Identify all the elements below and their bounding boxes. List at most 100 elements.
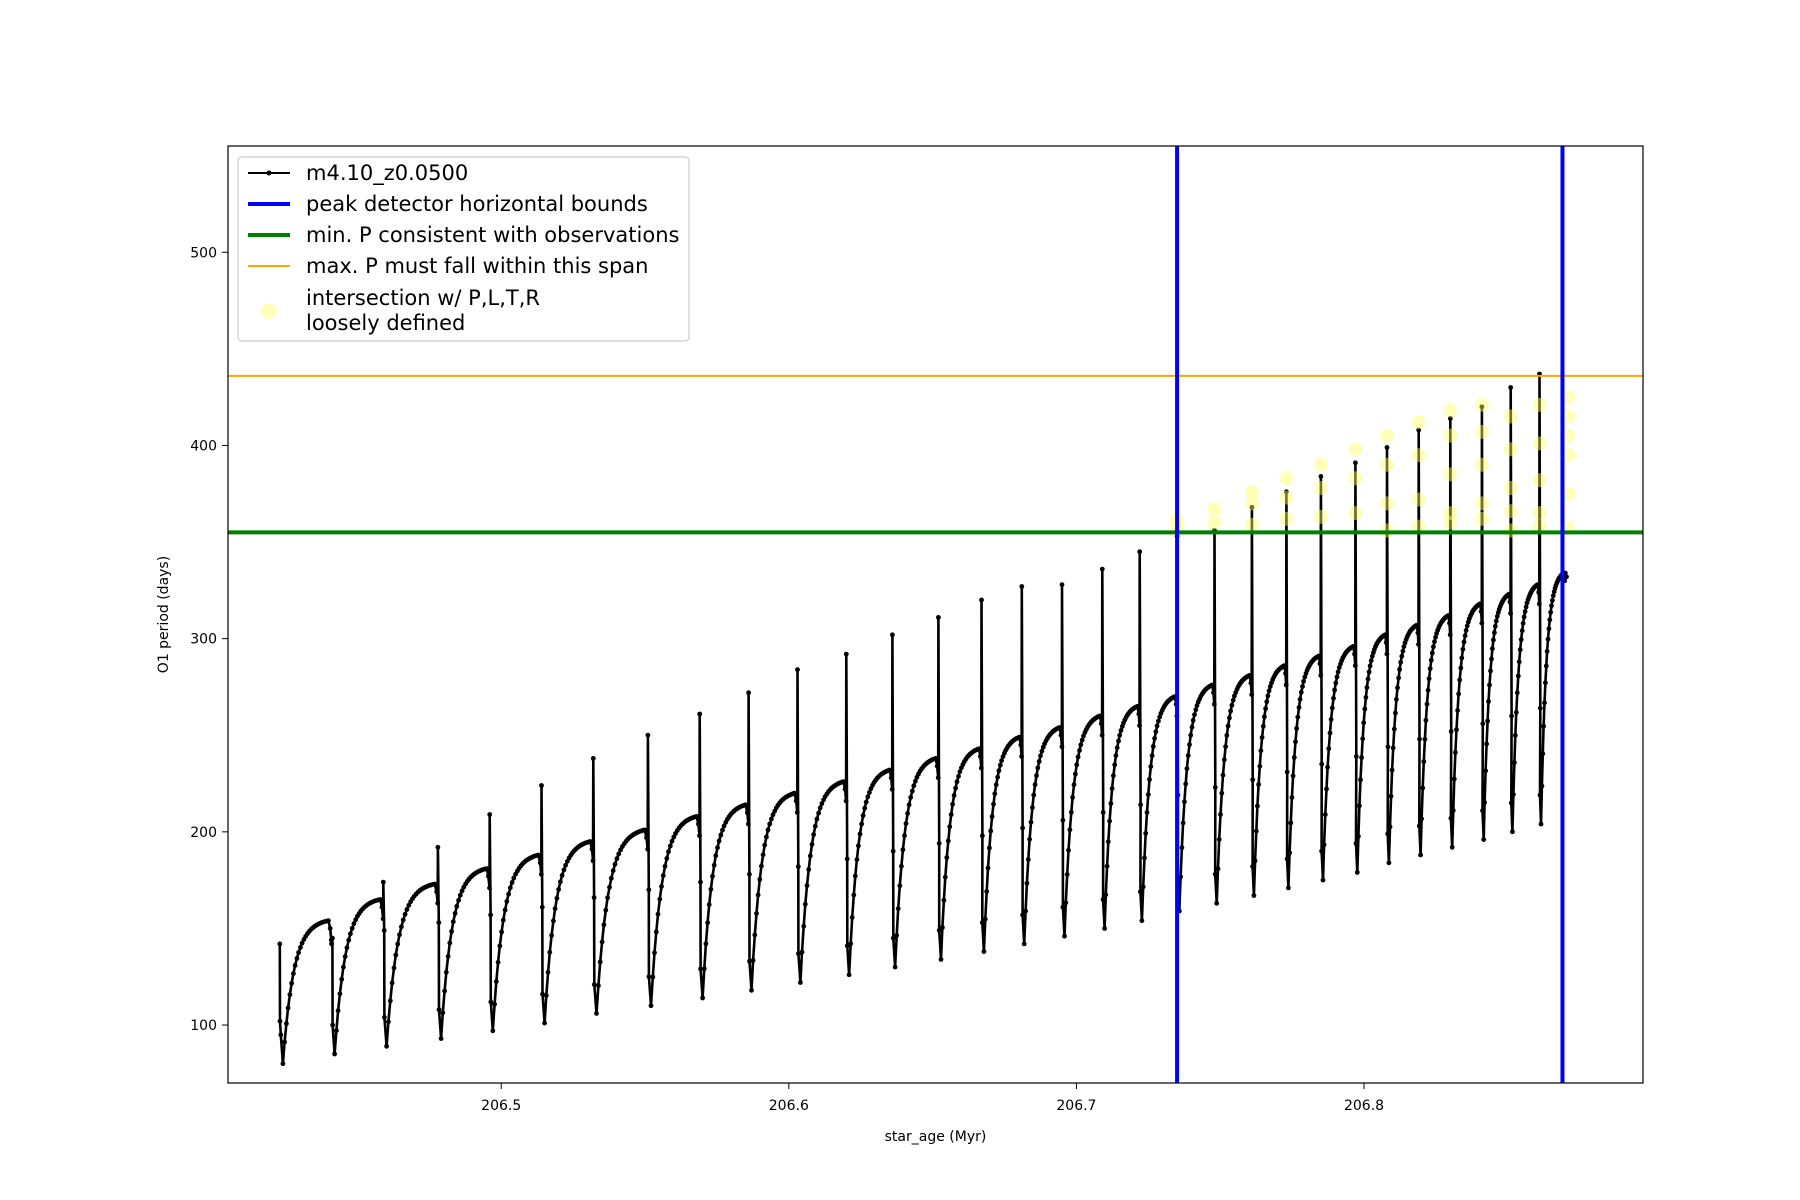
series-point — [844, 856, 850, 862]
series-point — [1419, 816, 1424, 822]
series-point — [539, 904, 545, 910]
series-point — [744, 810, 750, 815]
series-point — [1143, 830, 1149, 836]
series-point — [653, 929, 659, 935]
series-point — [1257, 763, 1263, 769]
intersection-point — [1503, 442, 1518, 457]
series-point — [1447, 416, 1453, 421]
series-point — [1150, 744, 1156, 749]
series-point — [1283, 682, 1289, 688]
series-point — [406, 902, 412, 908]
x-axis-label: star_age (Myr) — [885, 1129, 987, 1145]
series-point — [1486, 699, 1491, 704]
series-point — [1138, 802, 1143, 808]
legend-item-1-label: peak detector horizontal bounds — [306, 192, 648, 216]
series-point — [819, 801, 825, 806]
intersection-point — [1443, 506, 1458, 521]
series-point — [1538, 821, 1544, 827]
series-point — [1388, 793, 1394, 799]
series-point — [988, 828, 994, 834]
series-point — [1111, 773, 1116, 779]
series-point — [393, 952, 399, 958]
series-point — [854, 857, 860, 862]
series-point — [799, 949, 805, 955]
series-point — [1488, 668, 1493, 674]
series-point — [989, 814, 995, 819]
series-point — [299, 940, 305, 946]
series-point — [697, 711, 703, 717]
series-point — [1293, 739, 1298, 745]
series-point — [1511, 792, 1516, 797]
series-point — [1059, 744, 1065, 750]
series-point — [979, 920, 985, 925]
series-point — [802, 901, 808, 907]
series-point — [327, 926, 333, 931]
intersection-markers — [1170, 390, 1576, 538]
series-point — [1193, 707, 1199, 713]
series-point — [1321, 842, 1327, 848]
intersection-point — [1244, 517, 1259, 532]
series-point — [1537, 792, 1543, 798]
series-point — [1287, 850, 1292, 856]
series-point — [456, 897, 461, 903]
series-point — [711, 862, 717, 868]
series-point — [1427, 666, 1433, 671]
intersection-point — [1411, 492, 1426, 507]
series-point — [1229, 702, 1235, 708]
series-point — [794, 810, 800, 815]
series-point — [992, 791, 998, 797]
series-point — [1536, 601, 1542, 607]
series-point — [1494, 614, 1500, 619]
series-point — [1264, 699, 1270, 705]
y-tick-label: 300 — [190, 632, 217, 648]
intersection-point — [1532, 436, 1547, 451]
series-point — [280, 1061, 286, 1067]
series-point — [612, 861, 618, 867]
series-point — [941, 897, 947, 903]
series-point — [951, 793, 957, 798]
series-point — [897, 883, 903, 889]
series-point — [860, 813, 866, 818]
series-point — [1230, 697, 1236, 703]
series-point — [1461, 639, 1467, 645]
series-point — [1145, 792, 1151, 797]
series-point — [597, 959, 603, 965]
series-point — [1178, 874, 1183, 880]
series-point — [1508, 800, 1514, 806]
series-point — [953, 785, 958, 791]
series-point — [1536, 589, 1542, 595]
series-point — [400, 917, 406, 923]
series-point — [554, 895, 560, 901]
series-point — [1296, 705, 1302, 710]
series-point — [1564, 574, 1569, 580]
series-point — [1118, 728, 1124, 733]
series-point — [450, 919, 456, 925]
series-point — [902, 833, 907, 838]
series-point — [1545, 636, 1551, 642]
series-point — [1491, 637, 1496, 643]
series-point — [1448, 815, 1454, 821]
series-point — [490, 1028, 496, 1034]
series-point — [1478, 609, 1484, 614]
series-point — [1482, 800, 1487, 805]
series-point — [440, 1010, 446, 1016]
series-point — [644, 835, 649, 840]
series-point — [1451, 776, 1457, 782]
series-point — [650, 974, 656, 980]
series-point — [1255, 803, 1260, 809]
series-point — [504, 899, 510, 904]
series-point — [404, 907, 410, 912]
series-point — [291, 971, 296, 976]
series-point — [851, 892, 857, 898]
series-point — [936, 928, 942, 933]
series-point — [591, 895, 597, 900]
series-point — [1398, 659, 1404, 665]
series-point — [698, 966, 703, 972]
series-point — [754, 911, 759, 916]
series-point — [947, 824, 953, 830]
series-point — [1416, 427, 1422, 433]
series-point — [1070, 795, 1075, 800]
series-point — [1507, 599, 1513, 605]
series-point — [493, 979, 499, 984]
series-point — [743, 802, 748, 808]
